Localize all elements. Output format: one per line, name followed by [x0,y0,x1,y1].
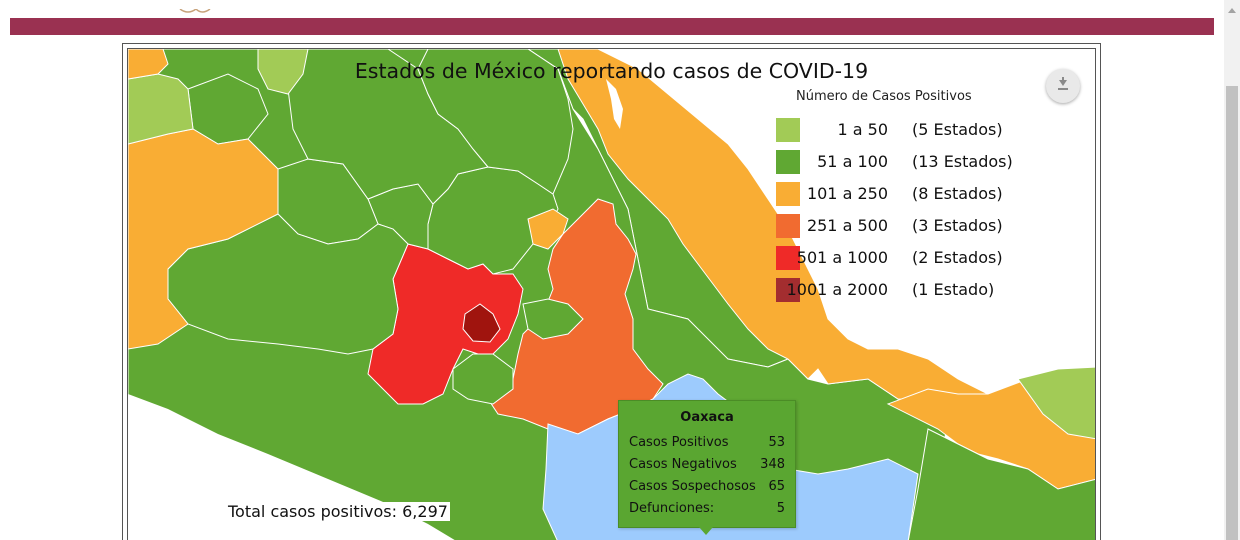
tooltip-label: Defunciones: [629,501,715,516]
state-michoacan[interactable] [167,213,409,355]
state-morelos[interactable] [452,353,514,405]
header-banner [10,18,1214,35]
lagoon [606,79,623,129]
state-zacatecas[interactable] [128,73,194,145]
total-positive-cases: Total casos positivos: 6,297 [226,502,450,521]
legend-swatch [776,246,800,270]
tooltip-row: Casos Positivos 53 [629,435,785,453]
state-tamaulipas[interactable] [417,49,574,195]
state-ciudad-de-mexico[interactable] [462,303,501,343]
legend-count: (3 Estados) [912,216,1003,235]
download-icon [1062,77,1064,81]
state-chiapas[interactable] [907,428,1096,540]
legend-range: 51 a 100 [817,152,888,171]
tooltip-label: Casos Sospechosos [629,479,756,494]
state-colima[interactable] [128,49,169,80]
legend-swatch [776,278,800,302]
state-veracruz-north[interactable] [527,208,569,250]
state-nayarit[interactable] [257,49,309,95]
tooltip-label: Casos Negativos [629,457,737,472]
legend-range: 1001 a 2000 [786,280,888,299]
map-frame: Estados de México reportando casos de CO… [122,43,1101,540]
download-arrow-icon [1059,80,1067,86]
legend-item-4[interactable]: 251 a 500 (3 Estados) [776,214,1016,240]
gulf-of-mexico [548,49,1095,394]
tooltip-state-name: Oaxaca [680,410,734,425]
legend-swatch [776,118,800,142]
legend-range: 1 a 50 [837,120,888,139]
legend-item-2[interactable]: 51 a 100 (13 Estados) [776,150,1016,176]
tooltip-row: Defunciones: 5 [629,501,785,519]
tooltip-value: 5 [776,501,785,516]
legend-count: (13 Estados) [912,152,1013,171]
logo-fragment [170,0,230,13]
legend-count: (5 Estados) [912,120,1003,139]
tooltip-row: Casos Sospechosos 65 [629,479,785,497]
legend-item-3[interactable]: 101 a 250 (8 Estados) [776,182,1016,208]
tooltip-value: 65 [768,479,785,494]
legend-range: 501 a 1000 [796,248,888,267]
legend-swatch [776,182,800,206]
scrollbar[interactable] [1224,0,1240,540]
tooltip-value: 348 [760,457,785,472]
legend-swatch [776,150,800,174]
legend-title: Número de Casos Positivos [796,89,972,104]
tooltip-label: Casos Positivos [629,435,729,450]
legend-item-1[interactable]: 1 a 50 (5 Estados) [776,118,1016,144]
legend-range: 251 a 500 [806,216,888,235]
download-button[interactable] [1046,69,1080,103]
state-yucatan[interactable] [1017,366,1096,440]
state-jalisco[interactable] [128,128,279,350]
legend-count: (8 Estados) [912,184,1003,203]
legend-range: 101 a 250 [806,184,888,203]
legend-item-5[interactable]: 501 a 1000 (2 Estados) [776,246,1016,272]
tooltip-value: 53 [768,435,785,450]
legend-item-6[interactable]: 1001 a 2000 (1 Estado) [776,278,1016,304]
map-title: Estados de México reportando casos de CO… [354,59,869,83]
legend-count: (2 Estados) [912,248,1003,267]
state-tlaxcala[interactable] [522,298,584,340]
scrollbar-thumb[interactable] [1226,86,1238,540]
state-tooltip: Oaxaca Casos Positivos 53 Casos Negativo… [618,400,796,535]
legend-swatch [776,214,800,238]
download-base-icon [1058,88,1068,90]
legend-count: (1 Estado) [912,280,995,299]
tooltip-pointer [699,527,713,535]
map-panel: Estados de México reportando casos de CO… [127,48,1096,540]
tooltip-row: Casos Negativos 348 [629,457,785,475]
scroll-up-arrow-icon[interactable] [1228,8,1236,13]
